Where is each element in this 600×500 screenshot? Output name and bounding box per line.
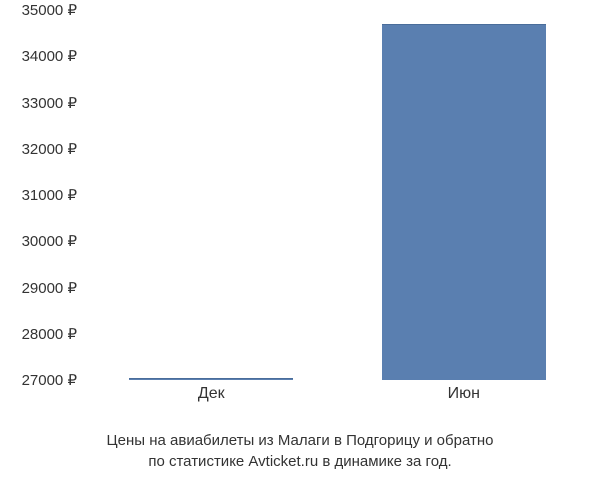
y-tick-label: 32000 ₽ <box>22 140 77 158</box>
y-tick-label: 28000 ₽ <box>22 325 77 343</box>
x-axis-labels: Дек Июн <box>85 385 590 415</box>
x-tick-label: Июн <box>448 385 480 403</box>
caption-line-2: по статистике Avticket.ru в динамике за … <box>0 451 600 472</box>
y-tick-label: 31000 ₽ <box>22 186 77 204</box>
x-tick-label: Дек <box>198 385 225 403</box>
plot-area <box>85 10 590 380</box>
chart-caption: Цены на авиабилеты из Малаги в Подгорицу… <box>0 430 600 472</box>
bar <box>382 24 546 380</box>
y-tick-label: 30000 ₽ <box>22 232 77 250</box>
caption-line-1: Цены на авиабилеты из Малаги в Подгорицу… <box>0 430 600 451</box>
y-tick-label: 35000 ₽ <box>22 1 77 19</box>
y-axis: 35000 ₽ 34000 ₽ 33000 ₽ 32000 ₽ 31000 ₽ 30000… <box>0 0 85 380</box>
y-tick-label: 27000 ₽ <box>22 371 77 389</box>
bar <box>129 378 293 380</box>
y-tick-label: 34000 ₽ <box>22 47 77 65</box>
y-tick-label: 29000 ₽ <box>22 279 77 297</box>
chart-container: 35000 ₽ 34000 ₽ 33000 ₽ 32000 ₽ 31000 ₽ 30000… <box>0 0 600 420</box>
y-tick-label: 33000 ₽ <box>22 94 77 112</box>
